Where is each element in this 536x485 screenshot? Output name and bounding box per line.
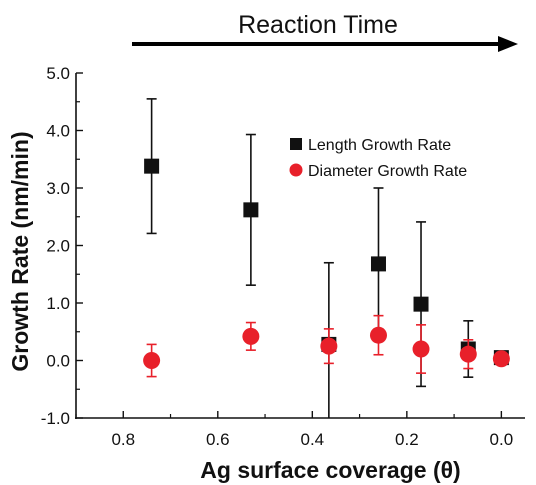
- data-point-square: [243, 202, 259, 218]
- y-tick-label: 2.0: [46, 237, 70, 256]
- data-point-circle: [320, 337, 338, 355]
- y-tick-label: 3.0: [46, 179, 70, 198]
- data-point-square: [144, 158, 160, 174]
- x-tick-label: 0.6: [206, 430, 230, 449]
- axes-layer: -1.0 0.0 1.0 2.0 3.0 4.0 5.0 0.8 0.6 0.4 0.2 0.0 Ag …: [7, 64, 525, 483]
- data-point-circle: [412, 340, 430, 358]
- y-axis-title: Growth Rate (nm/min): [7, 131, 33, 371]
- data-point-square: [370, 256, 386, 272]
- y-tick-label: 5.0: [46, 64, 70, 83]
- legend-marker-square: [290, 138, 302, 150]
- legend: Length Growth Rate Diameter Growth Rate: [289, 137, 467, 180]
- x-tick-label: 0.8: [111, 430, 135, 449]
- y-tick-label: -1.0: [41, 409, 70, 428]
- y-tick-label: 4.0: [46, 122, 70, 141]
- reaction-time-annotation: Reaction Time: [132, 11, 518, 52]
- legend-label-diameter: Diameter Growth Rate: [308, 163, 467, 180]
- data-point-circle: [143, 352, 161, 369]
- y-tick-label: 1.0: [46, 294, 70, 313]
- legend-marker-circle: [289, 163, 303, 177]
- legend-label-length: Length Growth Rate: [308, 137, 451, 154]
- y-tick-label: 0.0: [46, 352, 70, 371]
- data-point-circle: [459, 345, 477, 363]
- series-diameter-growth-rate: [143, 314, 510, 378]
- data-layer: [143, 98, 510, 418]
- data-point-square: [413, 296, 429, 312]
- data-point-circle: [369, 326, 387, 344]
- x-tick-label: 0.4: [300, 430, 324, 449]
- data-point-circle: [492, 350, 510, 368]
- x-tick-label: 0.2: [395, 430, 419, 449]
- data-point-circle: [242, 327, 260, 345]
- x-axis-title: Ag surface coverage (θ): [200, 457, 460, 483]
- x-tick-label: 0.0: [490, 430, 514, 449]
- reaction-time-label: Reaction Time: [238, 11, 398, 39]
- reaction-time-arrow-head: [498, 36, 518, 52]
